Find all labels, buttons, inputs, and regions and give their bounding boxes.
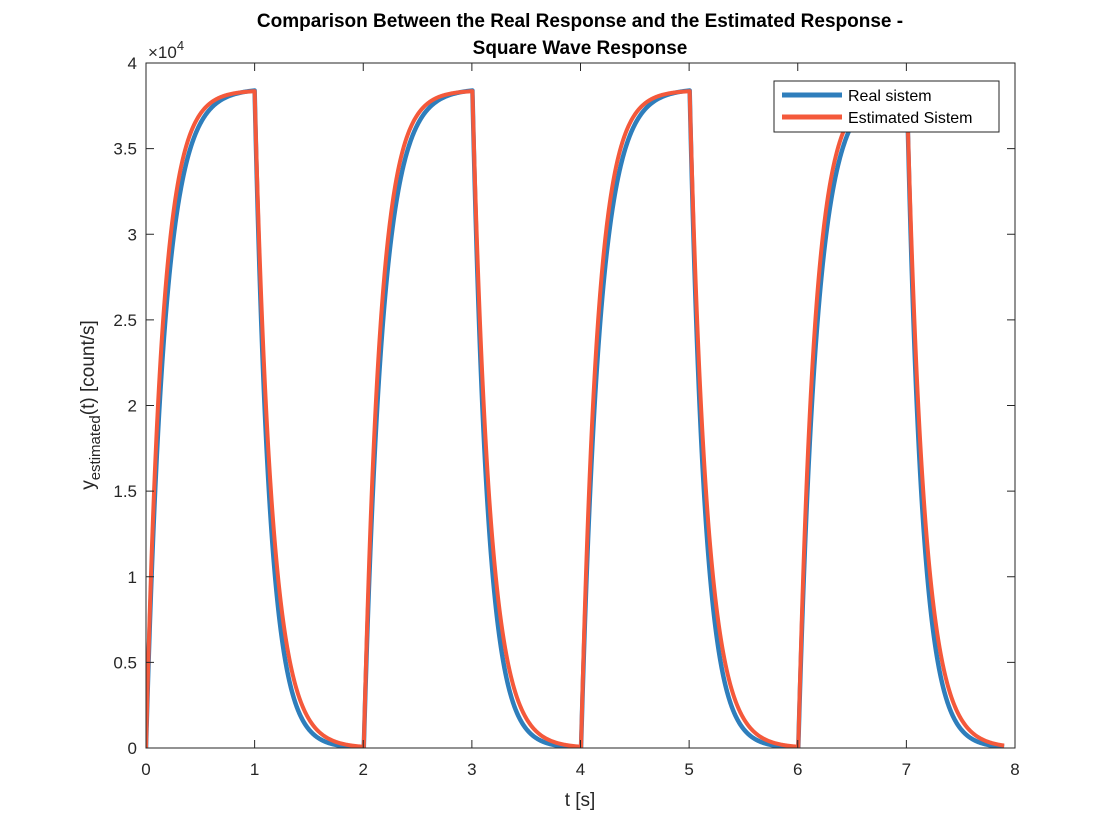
x-axis: 0 1 2 3 4 5 6 7 8 [141, 63, 1020, 779]
y-tick-label: 3 [128, 225, 137, 244]
legend-label-real: Real sistem [848, 88, 932, 105]
y-axis-label: yestimated(t) [count/s] [78, 320, 104, 490]
y-tick-label: 0.5 [113, 653, 137, 672]
x-tick-label: 8 [1010, 760, 1019, 779]
x-axis-label: t [s] [565, 790, 596, 811]
y-tick-label: 2 [128, 397, 137, 416]
legend: Real sistem Estimated Sistem [773, 80, 1000, 133]
x-tick-label: 1 [250, 760, 259, 779]
x-tick-label: 5 [684, 760, 693, 779]
y-axis-label-subscript: estimated [87, 415, 104, 480]
chart-title-line-1: Comparison Between the Real Response and… [257, 11, 903, 32]
legend-box [773, 80, 1000, 133]
legend-label-estimated: Estimated Sistem [848, 110, 972, 127]
y-axis-label-base: y [78, 480, 99, 490]
x-tick-label: 6 [793, 760, 802, 779]
x-tick-label: 2 [359, 760, 368, 779]
y-tick-label: 4 [128, 54, 137, 73]
y-tick-label: 1.5 [113, 482, 137, 501]
plot-area [146, 63, 1015, 748]
y-tick-label: 1 [128, 568, 137, 587]
x-tick-label: 7 [902, 760, 911, 779]
y-tick-label: 0 [128, 739, 137, 758]
y-axis-label-suffix: (t) [count/s] [78, 320, 99, 415]
y-tick-label: 3.5 [113, 140, 137, 159]
x-tick-label: 4 [576, 760, 585, 779]
y-exponent-label: ×104 [148, 38, 184, 62]
y-axis: 0 0.5 1 1.5 2 2.5 3 3.5 4 [113, 54, 1015, 758]
x-tick-label: 3 [467, 760, 476, 779]
y-exponent-power: 4 [177, 38, 184, 53]
y-tick-label: 2.5 [113, 311, 137, 330]
chart-title-line-2: Square Wave Response [473, 38, 688, 59]
x-tick-label: 0 [141, 760, 150, 779]
y-exponent-base: ×10 [148, 43, 177, 62]
